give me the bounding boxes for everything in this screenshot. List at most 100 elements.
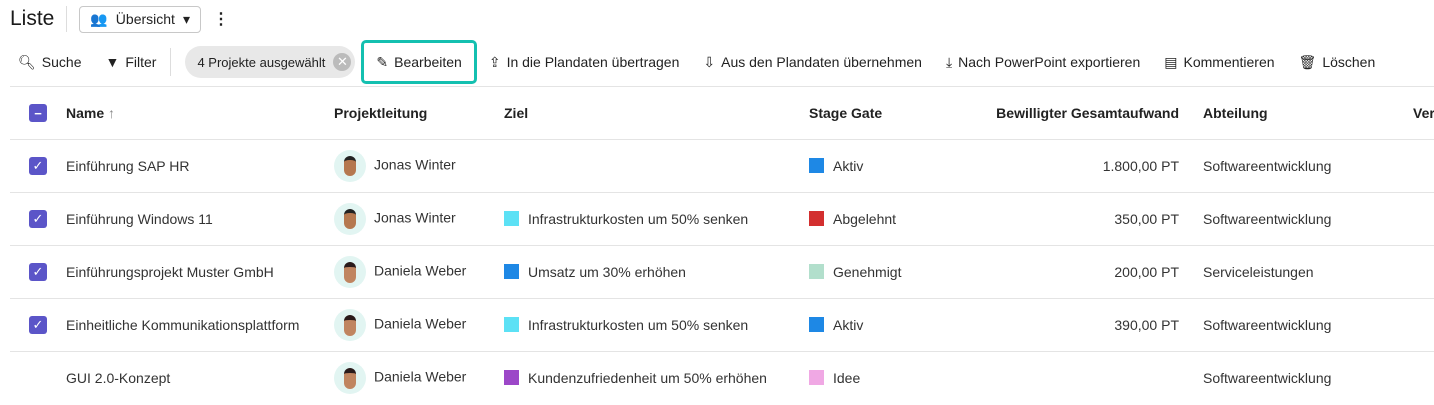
project-lead: Daniela Weber bbox=[334, 351, 504, 405]
department: Softwareentwicklung bbox=[1203, 351, 1413, 405]
stage-color-swatch bbox=[809, 370, 824, 386]
avatar bbox=[334, 309, 366, 341]
project-name[interactable]: Einheitliche Kommunikationsplattform bbox=[66, 298, 334, 352]
effort: 390,00 PT bbox=[989, 298, 1203, 352]
stage-gate: Idee bbox=[809, 351, 989, 405]
stage-gate: Aktiv bbox=[809, 298, 989, 352]
edit-button[interactable]: ✎ Bearbeiten bbox=[361, 40, 477, 84]
project-lead: Jonas Winter bbox=[334, 192, 504, 246]
people-icon: 👥 bbox=[90, 10, 108, 27]
column-dept[interactable]: Abteilung bbox=[1203, 86, 1413, 140]
from-plan-button[interactable]: ⇩ Aus den Plandaten übernehmen bbox=[703, 54, 922, 71]
column-ver[interactable]: Ver bbox=[1413, 86, 1434, 140]
column-name[interactable]: Name ↑ bbox=[66, 86, 334, 140]
goal-color-swatch bbox=[504, 264, 519, 279]
goal-color-swatch bbox=[504, 317, 519, 332]
project-goal: Kundenzufriedenheit um 50% erhöhen bbox=[504, 351, 809, 405]
page-title: Liste bbox=[10, 7, 55, 30]
filter-button[interactable]: ▼ Filter bbox=[105, 54, 156, 70]
table-row[interactable]: ✓ Einführungsprojekt Muster GmbH Daniela… bbox=[10, 245, 1434, 299]
from-plan-label: Aus den Plandaten übernehmen bbox=[721, 54, 922, 70]
project-goal: Umsatz um 30% erhöhen bbox=[504, 245, 809, 299]
department: Serviceleistungen bbox=[1203, 245, 1413, 299]
edit-label: Bearbeiten bbox=[394, 54, 462, 70]
project-table: − Name ↑ Projektleitung Ziel Stage Gate … bbox=[10, 86, 1434, 405]
filter-label: Filter bbox=[125, 54, 157, 70]
sort-asc-icon[interactable]: ↑ bbox=[108, 105, 116, 121]
row-checkbox[interactable]: ✓ bbox=[29, 263, 47, 281]
column-goal[interactable]: Ziel bbox=[504, 86, 809, 140]
table-row[interactable]: ✓ Einführung Windows 11 Jonas Winter Inf… bbox=[10, 192, 1434, 246]
project-goal: Infrastrukturkosten um 50% senken bbox=[504, 298, 809, 352]
row-checkbox[interactable]: ✓ bbox=[29, 210, 47, 228]
pencil-icon: ✎ bbox=[376, 53, 389, 70]
row-checkbox[interactable]: ✓ bbox=[29, 157, 47, 175]
search-button[interactable]: 🔍︎ Suche bbox=[18, 54, 81, 71]
department: Softwareentwicklung bbox=[1203, 139, 1413, 193]
selection-label: 4 Projekte ausgewählt bbox=[197, 54, 326, 70]
comment-label: Kommentieren bbox=[1183, 54, 1275, 70]
view-label: Übersicht bbox=[115, 11, 175, 27]
project-name[interactable]: Einführungsprojekt Muster GmbH bbox=[66, 245, 334, 299]
avatar bbox=[334, 362, 366, 395]
divider bbox=[66, 6, 68, 32]
view-select[interactable]: 👥 Übersicht ▾ bbox=[79, 5, 201, 33]
stage-color-swatch bbox=[809, 158, 824, 173]
filter-icon: ▼ bbox=[105, 54, 120, 70]
stage-color-swatch bbox=[809, 264, 824, 279]
caret-down-icon: ▾ bbox=[182, 10, 190, 27]
upload-icon: ⇪ bbox=[488, 53, 501, 70]
effort bbox=[989, 351, 1203, 405]
stage-gate: Aktiv bbox=[809, 139, 989, 193]
effort: 1.800,00 PT bbox=[989, 139, 1203, 193]
delete-label: Löschen bbox=[1322, 54, 1376, 70]
stage-gate: Abgelehnt bbox=[809, 192, 989, 246]
project-goal: Infrastrukturkosten um 50% senken bbox=[504, 192, 809, 246]
table-row[interactable]: ✓ Einheitliche Kommunikationsplattform D… bbox=[10, 298, 1434, 352]
trash-icon: 🗑︎ bbox=[1298, 53, 1317, 70]
goal-color-swatch bbox=[504, 370, 519, 386]
project-lead: Daniela Weber bbox=[334, 245, 504, 299]
search-label: Suche bbox=[41, 54, 82, 70]
toolbar: 🔍︎ Suche ▼ Filter 4 Projekte ausgewählt ✕ ✎… bbox=[0, 38, 1434, 86]
search-icon: 🔍︎ bbox=[18, 53, 36, 70]
to-plan-button[interactable]: ⇪ In die Plandaten übertragen bbox=[489, 54, 680, 71]
project-lead: Daniela Weber bbox=[334, 298, 504, 352]
avatar bbox=[334, 256, 366, 288]
export-label: Nach PowerPoint exportieren bbox=[958, 54, 1141, 70]
selection-chip: 4 Projekte ausgewählt ✕ bbox=[185, 46, 356, 78]
avatar bbox=[334, 150, 366, 182]
table-row[interactable]: ✓ Einführung SAP HR Jonas Winter Aktiv 1… bbox=[10, 139, 1434, 193]
project-lead: Jonas Winter bbox=[334, 139, 504, 193]
effort: 200,00 PT bbox=[989, 245, 1203, 299]
column-stage[interactable]: Stage Gate bbox=[809, 86, 989, 140]
select-all-checkbox[interactable]: − bbox=[29, 104, 47, 122]
export-button[interactable]: ⤓ Nach PowerPoint exportieren bbox=[946, 54, 1140, 71]
header: Liste 👥 Übersicht ▾ ⋮ bbox=[0, 0, 1434, 38]
delete-button[interactable]: 🗑︎ Löschen bbox=[1299, 54, 1376, 71]
project-name[interactable]: Einführung SAP HR bbox=[66, 139, 334, 193]
column-lead[interactable]: Projektleitung bbox=[334, 86, 504, 140]
stage-color-swatch bbox=[809, 211, 824, 226]
table-header: − Name ↑ Projektleitung Ziel Stage Gate … bbox=[10, 86, 1434, 140]
project-goal bbox=[504, 139, 809, 193]
goal-color-swatch bbox=[504, 211, 519, 226]
clear-selection-icon[interactable]: ✕ bbox=[333, 53, 352, 71]
avatar bbox=[334, 203, 366, 235]
stage-gate: Genehmigt bbox=[809, 245, 989, 299]
department: Softwareentwicklung bbox=[1203, 192, 1413, 246]
table-row[interactable]: GUI 2.0-Konzept Daniela Weber Kundenzufr… bbox=[10, 351, 1434, 405]
download-box-icon: ⇩ bbox=[703, 53, 716, 70]
comment-button[interactable]: ▤ Kommentieren bbox=[1164, 54, 1274, 71]
divider bbox=[170, 48, 172, 76]
row-checkbox[interactable]: ✓ bbox=[29, 316, 47, 334]
project-name[interactable]: Einführung Windows 11 bbox=[66, 192, 334, 246]
column-effort[interactable]: Bewilligter Gesamtaufwand bbox=[989, 86, 1203, 140]
comment-icon: ▤ bbox=[1164, 53, 1178, 70]
department: Softwareentwicklung bbox=[1203, 298, 1413, 352]
project-name[interactable]: GUI 2.0-Konzept bbox=[66, 351, 334, 405]
download-icon: ⤓ bbox=[945, 53, 953, 70]
effort: 350,00 PT bbox=[989, 192, 1203, 246]
to-plan-label: In die Plandaten übertragen bbox=[506, 54, 680, 70]
more-icon[interactable]: ⋮ bbox=[212, 11, 229, 28]
